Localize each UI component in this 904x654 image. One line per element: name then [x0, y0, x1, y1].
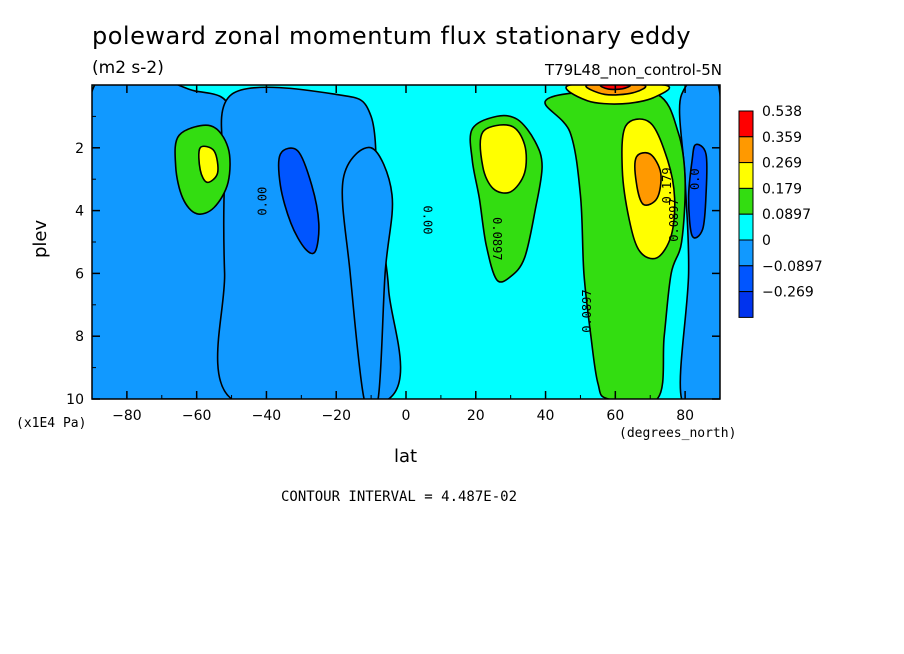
y-tick-label: 6	[75, 266, 84, 282]
contour-label: 0.0897	[490, 217, 504, 260]
colorbar-label: 0.359	[762, 130, 802, 146]
colorbar-swatch	[738, 162, 754, 189]
x-tick-label: 80	[676, 408, 694, 424]
contour-label: 0.0897	[580, 289, 594, 332]
colorbar-swatch	[738, 239, 754, 267]
x-tick-label: −80	[112, 408, 142, 424]
colorbar-label: 0.179	[762, 181, 802, 197]
colorbar-label: −0.269	[762, 285, 814, 301]
colorbar-label: 0.269	[762, 156, 802, 172]
colorbar-swatch	[738, 291, 754, 318]
y-axis-label: plev	[30, 219, 51, 258]
contour-region-south-pos-core	[198, 145, 219, 184]
contour-label: 0.00	[420, 206, 434, 235]
colorbar-label: 0.538	[762, 104, 802, 120]
colorbar-swatch	[738, 110, 754, 138]
colorbar-swatch	[738, 265, 754, 293]
y-tick-label: 2	[75, 141, 84, 157]
contour-region-arctic-neg-core	[687, 143, 708, 239]
contour-region-tropics-weak	[341, 146, 394, 399]
y-tick-label: 10	[66, 392, 84, 408]
x-axis-label: lat	[394, 446, 418, 467]
colorbar-swatch	[738, 213, 754, 241]
y-tick-label: 8	[75, 329, 84, 345]
contour-region-southern-jet-weak	[92, 85, 241, 399]
chart-units: (m2 s-2)	[92, 58, 164, 78]
y-axis: 2 4 6 8 10	[66, 115, 720, 408]
x-tick-label: 20	[467, 408, 485, 424]
x-tick-label: −20	[321, 408, 351, 424]
colorbar-label: 0.0897	[762, 207, 811, 223]
x-tick-label: −40	[252, 408, 282, 424]
contour-interval: CONTOUR INTERVAL = 4.487E-02	[281, 489, 518, 505]
colorbar-swatch	[738, 187, 754, 215]
run-label: T79L48_non_control-5N	[544, 61, 722, 79]
contour-label: 0.0	[688, 168, 702, 190]
contour-region-mid-pos-core	[479, 124, 528, 194]
contour-label: 0.0897	[667, 198, 681, 241]
colorbar-label: 0	[762, 233, 771, 249]
colorbar-label: −0.0897	[762, 259, 823, 275]
colorbar-swatch	[738, 136, 754, 164]
x-axis-units: (degrees_north)	[619, 426, 737, 441]
contour-region-south-neg-core	[277, 147, 320, 255]
chart-title: poleward zonal momentum flux stationary …	[92, 22, 692, 50]
y-tick-label: 4	[75, 204, 84, 220]
x-axis: −80 −60 −40 −20 0 20 40 60 80	[91, 85, 721, 424]
y-axis-units: (x1E4 Pa)	[16, 416, 87, 431]
contour-region-northern-jet-max	[634, 151, 662, 206]
x-tick-label: 0	[402, 408, 411, 424]
colorbar: 0.538 0.359 0.269 0.179 0.0897 0 −0.0897 −0.269	[738, 104, 823, 318]
x-tick-label: 60	[606, 408, 624, 424]
x-tick-label: 40	[537, 408, 555, 424]
filled-contours	[92, 85, 720, 399]
x-tick-label: −60	[182, 408, 212, 424]
contour-label: 0.179	[660, 167, 674, 203]
contour-label: 0.00	[255, 187, 269, 216]
